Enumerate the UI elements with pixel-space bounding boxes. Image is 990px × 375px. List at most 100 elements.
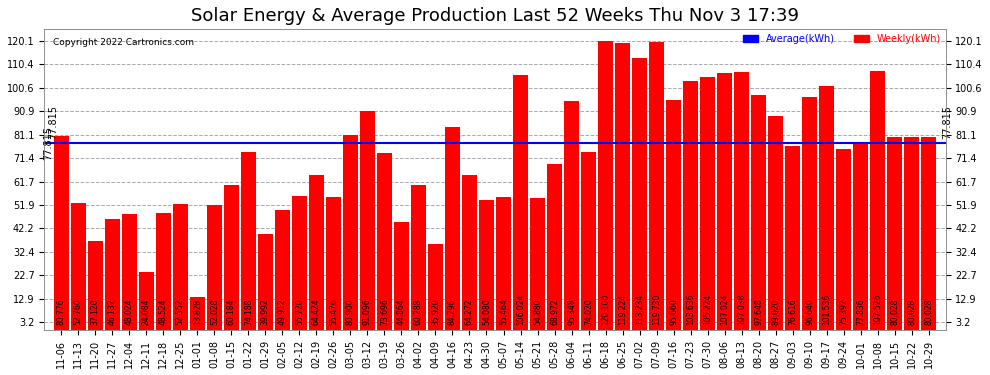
Text: 60.184: 60.184 bbox=[227, 298, 236, 325]
Text: 52.552: 52.552 bbox=[176, 298, 185, 325]
Text: 74.188: 74.188 bbox=[244, 299, 252, 325]
Text: 75.392: 75.392 bbox=[840, 298, 848, 325]
Bar bbox=[922, 138, 936, 330]
Text: 55.464: 55.464 bbox=[499, 298, 508, 325]
Bar bbox=[837, 148, 850, 330]
Bar bbox=[666, 100, 681, 330]
Bar bbox=[564, 100, 579, 330]
Bar bbox=[581, 152, 596, 330]
Text: 39.992: 39.992 bbox=[261, 298, 270, 325]
Bar bbox=[292, 196, 307, 330]
Text: Copyright 2022 Cartronics.com: Copyright 2022 Cartronics.com bbox=[53, 38, 194, 47]
Legend: Average(kWh), Weekly(kWh): Average(kWh), Weekly(kWh) bbox=[740, 30, 944, 48]
Bar bbox=[718, 72, 732, 330]
Bar bbox=[751, 95, 766, 330]
Bar bbox=[513, 75, 528, 330]
Bar bbox=[224, 185, 239, 330]
Bar bbox=[598, 41, 613, 330]
Bar bbox=[88, 241, 103, 330]
Bar bbox=[429, 243, 443, 330]
Text: 52.028: 52.028 bbox=[210, 299, 219, 325]
Text: 49.912: 49.912 bbox=[278, 298, 287, 325]
Text: 103.636: 103.636 bbox=[686, 294, 695, 325]
Text: 96.640: 96.640 bbox=[805, 298, 814, 325]
Title: Solar Energy & Average Production Last 52 Weeks Thu Nov 3 17:39: Solar Energy & Average Production Last 5… bbox=[191, 7, 799, 25]
Text: 84.296: 84.296 bbox=[448, 298, 457, 325]
Text: 119.730: 119.730 bbox=[652, 294, 661, 325]
Text: 95.348: 95.348 bbox=[567, 298, 576, 325]
Text: 107.526: 107.526 bbox=[873, 294, 882, 325]
Text: 24.084: 24.084 bbox=[142, 298, 150, 325]
Text: 120.100: 120.100 bbox=[601, 294, 610, 325]
Text: 80.776: 80.776 bbox=[56, 298, 65, 325]
Bar bbox=[633, 58, 646, 330]
Text: 73.696: 73.696 bbox=[380, 298, 389, 325]
Bar bbox=[479, 200, 494, 330]
Bar bbox=[700, 77, 715, 330]
Text: 107.024: 107.024 bbox=[720, 294, 729, 325]
Bar bbox=[531, 198, 544, 330]
Bar bbox=[547, 164, 561, 330]
Bar bbox=[649, 42, 664, 330]
Bar bbox=[803, 98, 817, 330]
Text: 80.028: 80.028 bbox=[907, 299, 916, 325]
Text: 64.272: 64.272 bbox=[465, 298, 474, 325]
Bar bbox=[309, 175, 324, 330]
Bar bbox=[496, 196, 511, 330]
Text: 37.120: 37.120 bbox=[91, 298, 100, 325]
Bar bbox=[377, 153, 392, 330]
Text: 77.815: 77.815 bbox=[942, 105, 952, 139]
Text: 97.648: 97.648 bbox=[754, 298, 763, 325]
Bar bbox=[360, 111, 374, 330]
Text: 77.815: 77.815 bbox=[43, 126, 52, 160]
Text: 60.288: 60.288 bbox=[414, 299, 423, 325]
Bar bbox=[768, 116, 783, 330]
Bar bbox=[54, 136, 68, 330]
Bar bbox=[394, 222, 409, 330]
Text: 64.424: 64.424 bbox=[312, 298, 321, 325]
Bar bbox=[140, 272, 153, 330]
Bar bbox=[258, 234, 272, 330]
Text: 48.524: 48.524 bbox=[158, 298, 168, 325]
Bar bbox=[870, 71, 885, 330]
Bar bbox=[156, 213, 170, 330]
Bar bbox=[173, 204, 187, 330]
Text: 44.864: 44.864 bbox=[397, 298, 406, 325]
Text: 35.920: 35.920 bbox=[431, 298, 440, 325]
Text: 91.096: 91.096 bbox=[363, 298, 372, 325]
Bar bbox=[820, 86, 834, 330]
Text: 54.080: 54.080 bbox=[482, 298, 491, 325]
Text: 80.028: 80.028 bbox=[890, 299, 899, 325]
Text: 113.234: 113.234 bbox=[635, 294, 644, 325]
Bar bbox=[446, 127, 459, 330]
Text: 105.224: 105.224 bbox=[703, 294, 712, 325]
Text: 106.024: 106.024 bbox=[516, 294, 525, 325]
Bar bbox=[735, 72, 748, 330]
Bar bbox=[326, 196, 341, 330]
Bar bbox=[785, 146, 800, 330]
Text: 107.038: 107.038 bbox=[738, 294, 746, 325]
Text: 55.720: 55.720 bbox=[295, 298, 304, 325]
Bar bbox=[683, 81, 698, 330]
Bar bbox=[905, 138, 919, 330]
Text: 80.028: 80.028 bbox=[925, 299, 934, 325]
Text: 77.836: 77.836 bbox=[856, 298, 865, 325]
Bar bbox=[71, 203, 85, 330]
Text: 74.020: 74.020 bbox=[584, 298, 593, 325]
Bar bbox=[462, 176, 477, 330]
Text: 54.880: 54.880 bbox=[533, 298, 542, 325]
Text: 13.828: 13.828 bbox=[193, 299, 202, 325]
Text: 77.815: 77.815 bbox=[48, 105, 57, 139]
Text: 119.224: 119.224 bbox=[618, 294, 627, 325]
Text: 89.020: 89.020 bbox=[771, 298, 780, 325]
Text: 101.536: 101.536 bbox=[822, 294, 832, 325]
Bar bbox=[105, 219, 120, 330]
Text: 80.900: 80.900 bbox=[346, 298, 355, 325]
Bar bbox=[344, 135, 357, 330]
Bar bbox=[122, 214, 137, 330]
Text: 48.024: 48.024 bbox=[125, 298, 134, 325]
Bar bbox=[242, 152, 255, 330]
Text: 76.616: 76.616 bbox=[788, 298, 797, 325]
Bar bbox=[275, 210, 290, 330]
Text: 46.132: 46.132 bbox=[108, 298, 117, 325]
